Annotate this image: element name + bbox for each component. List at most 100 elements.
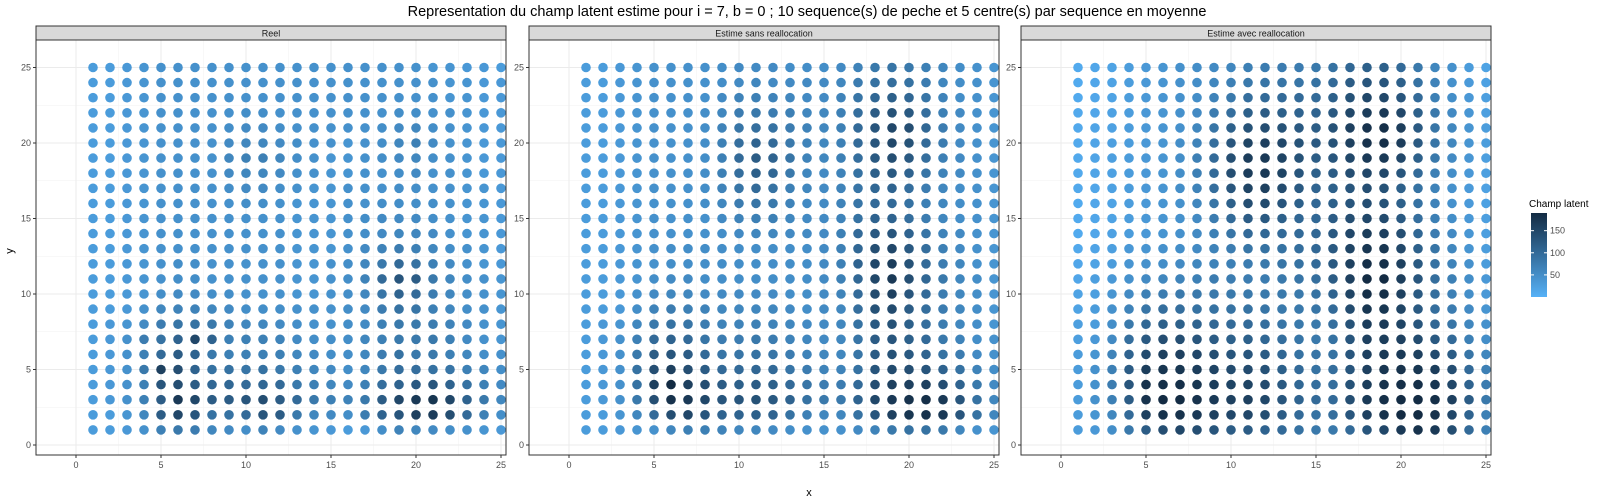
data-point bbox=[292, 168, 302, 178]
data-point bbox=[411, 304, 421, 314]
data-point bbox=[105, 425, 115, 435]
data-point bbox=[1073, 334, 1083, 345]
data-point bbox=[836, 349, 846, 360]
data-point bbox=[1345, 274, 1355, 284]
data-point bbox=[938, 274, 948, 284]
data-point bbox=[122, 379, 132, 390]
data-point bbox=[1260, 410, 1270, 420]
data-point bbox=[88, 334, 98, 345]
data-point bbox=[394, 379, 404, 390]
data-point bbox=[615, 259, 625, 269]
data-point bbox=[887, 410, 897, 420]
data-point bbox=[751, 183, 761, 194]
data-point bbox=[139, 274, 149, 284]
data-point bbox=[258, 77, 268, 88]
data-point bbox=[836, 334, 846, 345]
data-point bbox=[1447, 123, 1457, 133]
data-point bbox=[1413, 62, 1423, 73]
data-point bbox=[207, 243, 217, 254]
data-point bbox=[1379, 304, 1389, 314]
data-point bbox=[683, 213, 693, 224]
data-point bbox=[1192, 394, 1202, 405]
data-point bbox=[1328, 289, 1338, 299]
data-point bbox=[1124, 334, 1134, 345]
legend-tick-label: 100 bbox=[1550, 248, 1565, 258]
data-point bbox=[836, 138, 846, 148]
data-point bbox=[1328, 198, 1338, 209]
data-point bbox=[496, 153, 506, 163]
data-point bbox=[836, 77, 846, 88]
data-point bbox=[1124, 289, 1134, 299]
data-point bbox=[683, 410, 693, 420]
data-point bbox=[139, 349, 149, 360]
data-point bbox=[190, 228, 200, 239]
data-point bbox=[1192, 304, 1202, 314]
data-point bbox=[1243, 138, 1253, 148]
data-point bbox=[802, 243, 812, 254]
data-point bbox=[853, 77, 863, 88]
data-point bbox=[1362, 123, 1372, 133]
data-point bbox=[1260, 123, 1270, 133]
data-point bbox=[649, 289, 659, 299]
data-point bbox=[1379, 259, 1389, 269]
data-point bbox=[105, 198, 115, 209]
data-point bbox=[972, 168, 982, 178]
data-point bbox=[632, 138, 642, 148]
data-point bbox=[88, 198, 98, 209]
data-point bbox=[1396, 319, 1406, 330]
data-point bbox=[1158, 198, 1168, 209]
data-point bbox=[156, 394, 166, 405]
x-tick-label: 25 bbox=[1481, 460, 1491, 470]
data-point bbox=[275, 62, 285, 73]
data-point bbox=[1124, 394, 1134, 405]
data-point bbox=[649, 334, 659, 345]
data-point bbox=[768, 349, 778, 360]
data-point bbox=[122, 319, 132, 330]
data-point bbox=[479, 198, 489, 209]
data-point bbox=[156, 213, 166, 224]
data-point bbox=[1396, 123, 1406, 133]
data-point bbox=[445, 259, 455, 269]
data-point bbox=[666, 425, 676, 435]
data-point bbox=[734, 168, 744, 178]
data-point bbox=[615, 123, 625, 133]
data-point bbox=[1447, 319, 1457, 330]
data-point bbox=[241, 289, 251, 299]
data-point bbox=[326, 425, 336, 435]
data-point bbox=[1413, 259, 1423, 269]
data-point bbox=[445, 123, 455, 133]
data-point bbox=[683, 168, 693, 178]
data-point bbox=[1413, 334, 1423, 345]
data-point bbox=[411, 379, 421, 390]
data-point bbox=[734, 274, 744, 284]
data-point bbox=[275, 92, 285, 103]
data-point bbox=[819, 77, 829, 88]
data-point bbox=[870, 259, 880, 269]
data-point bbox=[921, 183, 931, 194]
data-point bbox=[1328, 77, 1338, 88]
data-point bbox=[1141, 213, 1151, 224]
data-point bbox=[1090, 364, 1100, 375]
data-point bbox=[768, 213, 778, 224]
data-point bbox=[1328, 259, 1338, 269]
data-point bbox=[258, 153, 268, 163]
data-point bbox=[819, 349, 829, 360]
data-point bbox=[615, 274, 625, 284]
data-point bbox=[1107, 334, 1117, 345]
data-point bbox=[88, 183, 98, 194]
data-point bbox=[717, 379, 727, 390]
data-point bbox=[258, 213, 268, 224]
data-point bbox=[938, 198, 948, 209]
data-point bbox=[462, 274, 472, 284]
data-point bbox=[343, 213, 353, 224]
data-point bbox=[989, 183, 999, 194]
data-point bbox=[292, 304, 302, 314]
data-point bbox=[1328, 410, 1338, 420]
data-point bbox=[1396, 138, 1406, 148]
data-point bbox=[428, 379, 438, 390]
data-point bbox=[1192, 198, 1202, 209]
data-point bbox=[1464, 138, 1474, 148]
data-point bbox=[224, 198, 234, 209]
data-point bbox=[1141, 394, 1151, 405]
data-point bbox=[632, 274, 642, 284]
